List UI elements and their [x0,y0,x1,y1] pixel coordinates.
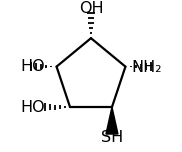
Text: NH₂: NH₂ [131,60,161,75]
Text: HO: HO [21,100,45,115]
Polygon shape [106,107,118,134]
Text: SH: SH [101,130,123,145]
Text: OH: OH [79,2,103,16]
Text: HO: HO [21,59,45,74]
